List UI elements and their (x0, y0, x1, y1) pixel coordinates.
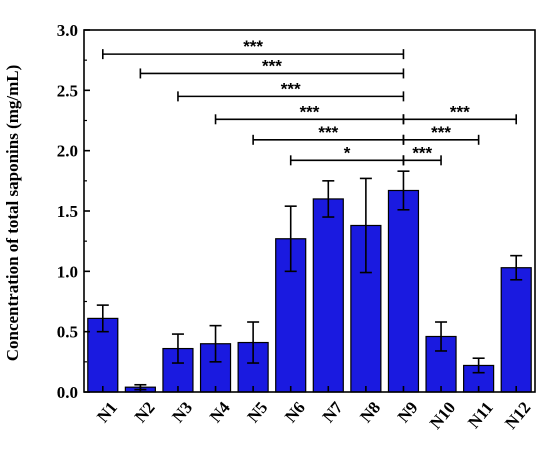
significance-label: *** (300, 102, 320, 121)
x-tick-label-n1: N1 (93, 398, 121, 426)
error-bar-n1 (96, 304, 109, 333)
y-tick-label: 1.5 (57, 202, 78, 221)
significance-label: *** (318, 123, 338, 142)
x-tick-label-n2: N2 (131, 398, 159, 426)
significance-bracket-n6-n9: * (289, 143, 405, 166)
y-tick-label: 0.5 (57, 323, 78, 342)
significance-label: * (344, 143, 351, 162)
error-bar-n11 (472, 357, 485, 374)
significance-label: *** (262, 56, 282, 75)
x-tick-label-n12: N12 (501, 398, 534, 433)
significance-label: *** (281, 79, 301, 98)
error-bar-n7 (322, 180, 335, 218)
bar-n7 (312, 198, 344, 393)
error-bars-layer (96, 170, 523, 391)
significance-bracket-n1-n9: *** (101, 37, 405, 60)
y-tick-label: 3.0 (57, 21, 78, 40)
significance-label: *** (243, 37, 263, 56)
significance-bracket-n2-n9: *** (139, 56, 405, 79)
error-bar-n5 (247, 321, 260, 364)
error-bar-n4 (209, 324, 222, 363)
x-tick-label-n7: N7 (319, 398, 347, 427)
significance-bracket-n9-n12: *** (402, 102, 518, 125)
x-tick-label-n5: N5 (243, 398, 271, 426)
x-tick-label-n3: N3 (168, 398, 196, 426)
error-bar-n10 (435, 321, 448, 352)
y-axis-label: Concentration of total saponins (mg/mL) (3, 65, 22, 362)
x-tick-label-n11: N11 (464, 398, 497, 432)
x-tick-label-n9: N9 (394, 398, 422, 426)
significance-bracket-n9-n10: *** (402, 143, 442, 166)
x-tick-label-n8: N8 (356, 398, 384, 426)
significance-bracket-n4-n9: *** (214, 102, 405, 125)
significance-bracket-n3-n9: *** (177, 79, 405, 102)
y-tick-label: 2.0 (57, 142, 78, 161)
error-bar-n12 (510, 254, 523, 281)
plot-frame (83, 29, 536, 393)
significance-bracket-n5-n9: *** (252, 123, 405, 145)
error-bar-n9 (397, 170, 410, 211)
y-tick-label: 2.5 (57, 81, 78, 100)
bars-layer (87, 189, 532, 393)
error-bar-n6 (284, 205, 297, 273)
x-tick-label-n6: N6 (281, 398, 309, 426)
x-tick-label-n10: N10 (426, 398, 459, 433)
x-tick-label-n4: N4 (206, 398, 234, 427)
significance-bracket-n9-n11: *** (402, 123, 480, 145)
significance-label: *** (431, 123, 451, 142)
significance-layer: ************************* (101, 37, 518, 166)
significance-label: *** (412, 143, 432, 162)
error-bar-n8 (359, 177, 372, 274)
bar-n9 (387, 189, 420, 393)
y-tick-label: 0.0 (57, 383, 78, 402)
error-bar-n3 (171, 333, 184, 364)
y-tick-label: 1.0 (57, 262, 78, 281)
significance-label: *** (450, 102, 470, 121)
bar-n12 (500, 267, 532, 393)
